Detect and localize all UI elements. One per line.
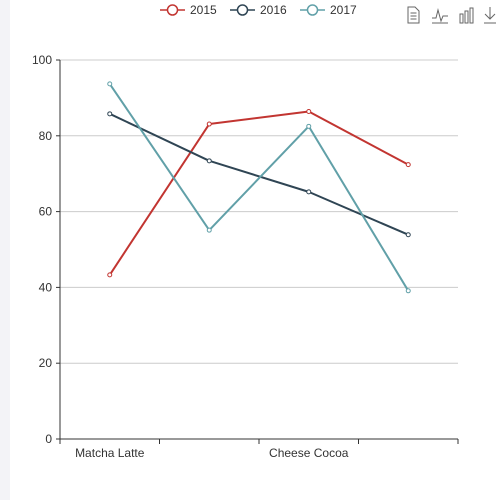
download-icon[interactable] (484, 7, 496, 24)
data-point[interactable] (306, 123, 312, 129)
series-line[interactable] (108, 83, 410, 292)
series-line[interactable] (108, 110, 409, 276)
legend-label: 2017 (330, 3, 357, 17)
legend[interactable]: 2015 2016 2017 (160, 3, 357, 17)
y-tick-label: 80 (39, 129, 53, 143)
data-point[interactable] (306, 189, 312, 195)
x-axis: Matcha Latte Cheese Cocoa (59, 438, 459, 460)
data-point[interactable] (107, 272, 113, 278)
line-chart-icon[interactable] (432, 8, 448, 24)
data-point[interactable] (306, 109, 312, 115)
y-tick-label: 100 (32, 53, 52, 67)
legend-swatch-marker (306, 4, 319, 16)
y-axis: 0 20 40 60 80 100 (32, 53, 61, 446)
series-2017[interactable] (107, 81, 411, 294)
data-point[interactable] (405, 288, 411, 294)
legend-swatch-marker (166, 4, 179, 16)
bar-chart-icon[interactable] (459, 7, 474, 24)
data-point[interactable] (206, 227, 212, 233)
series-line[interactable] (109, 112, 409, 236)
data-view-icon[interactable] (407, 6, 420, 24)
legend-item-2015[interactable]: 2015 (160, 3, 217, 17)
x-tick-label: Matcha Latte (75, 446, 145, 460)
chart-card (10, 0, 500, 500)
data-point[interactable] (405, 232, 411, 238)
data-point[interactable] (107, 81, 113, 87)
series-2016[interactable] (107, 111, 411, 238)
y-tick-label: 60 (39, 205, 53, 219)
grid-lines (60, 59, 458, 364)
y-tick-label: 20 (39, 356, 53, 370)
data-point[interactable] (405, 162, 411, 168)
legend-label: 2015 (190, 3, 217, 17)
series-2015[interactable] (107, 109, 411, 278)
toolbox (407, 6, 496, 24)
data-point[interactable] (206, 158, 212, 164)
legend-item-2017[interactable]: 2017 (300, 3, 357, 17)
x-tick-label: Cheese Cocoa (269, 446, 349, 460)
y-tick-label: 0 (45, 432, 52, 446)
legend-item-2016[interactable]: 2016 (230, 3, 287, 17)
axes: 0 20 40 60 80 100 Matcha Latte Cheese Cocoa (32, 53, 459, 460)
series-lines (107, 81, 411, 294)
legend-label: 2016 (260, 3, 287, 17)
data-point[interactable] (206, 121, 212, 127)
legend-swatch-marker (236, 4, 249, 16)
y-tick-label: 40 (39, 280, 53, 294)
data-point[interactable] (107, 111, 113, 117)
